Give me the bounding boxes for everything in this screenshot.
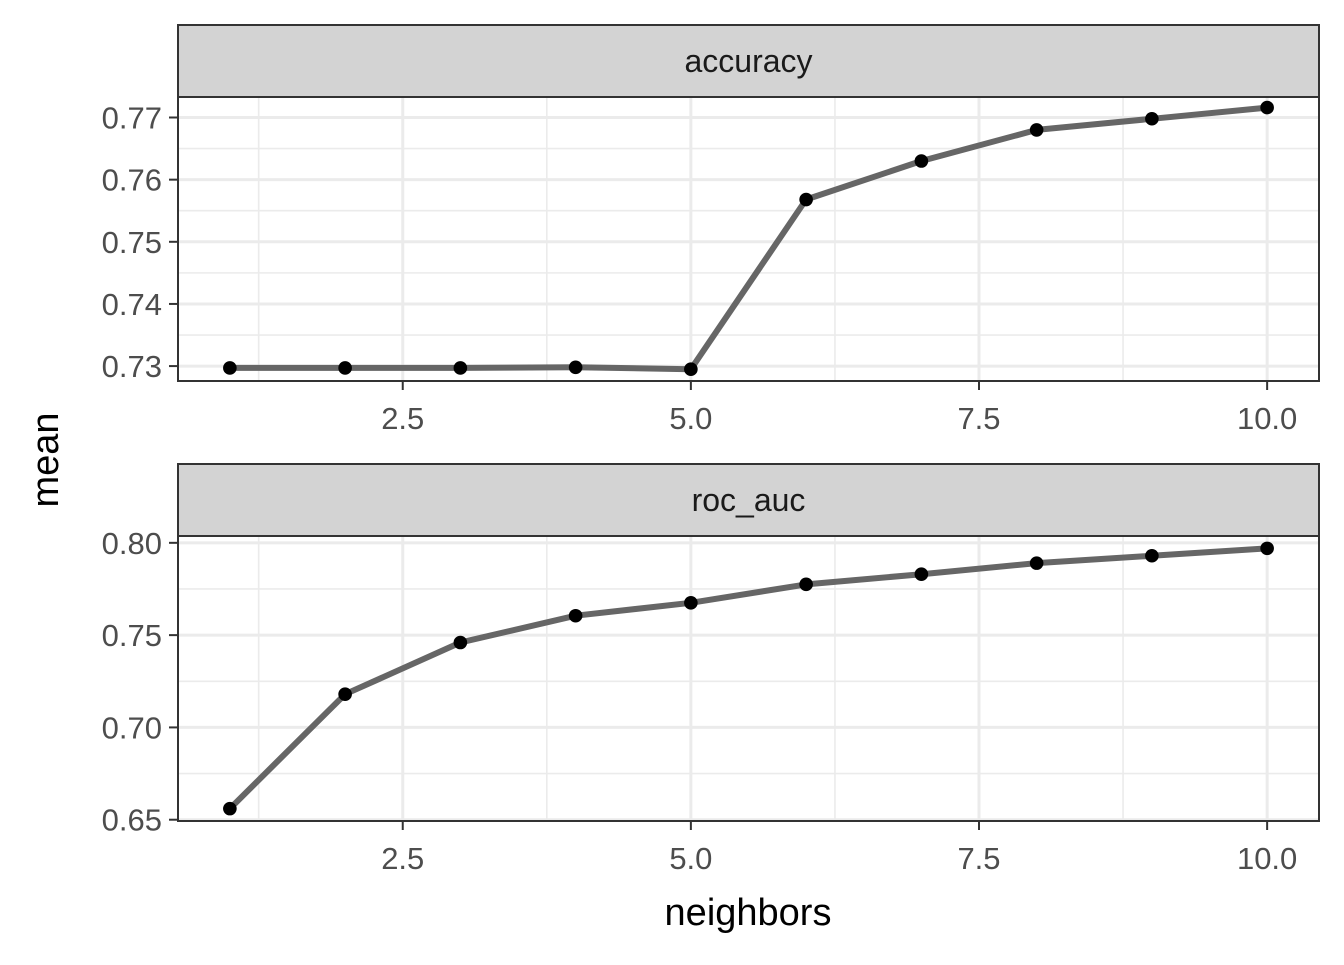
y-tick-label: 0.77: [102, 101, 162, 136]
data-point: [1260, 100, 1274, 115]
data-point: [1145, 548, 1159, 563]
x-tick-label: 5.0: [669, 841, 712, 876]
series-line-roc_auc: [227, 545, 1268, 811]
x-tick-label: 7.5: [957, 401, 1000, 436]
panel-background: [178, 97, 1319, 381]
y-tick-label: 0.75: [102, 225, 162, 260]
y-tick-label: 0.73: [102, 349, 162, 384]
data-point: [799, 577, 813, 592]
x-tick-label: 2.5: [381, 401, 424, 436]
facet-panel-accuracy: accuracy 0.73 0.74 0.75 0.76 0.77 2.5 5.0 7.5 10.…: [102, 24, 1320, 436]
x-axis-title: neighbors: [665, 892, 832, 934]
data-point: [453, 635, 468, 650]
facet-panel-roc_auc: roc_auc 0.65 0.70 0.75 0.80 2.5 5.0 7.5 10.0: [102, 463, 1320, 876]
data-point: [914, 567, 929, 582]
x-tick-label: 10.0: [1237, 841, 1297, 876]
x-tick-label: 10.0: [1237, 401, 1297, 436]
y-tick-label: 0.65: [102, 803, 162, 838]
facet-strip-label: accuracy: [684, 43, 812, 79]
data-point: [1029, 556, 1044, 570]
y-tick-label: 0.70: [102, 710, 162, 745]
data-point: [684, 596, 698, 610]
data-point: [684, 362, 698, 376]
y-tick-label: 0.76: [102, 163, 162, 198]
y-tick-label: 0.74: [102, 287, 162, 322]
data-point: [1029, 123, 1044, 137]
y-axis-title: mean: [25, 412, 67, 507]
data-point: [1145, 111, 1159, 126]
data-point: [799, 192, 813, 207]
series-line-accuracy: [229, 104, 1268, 373]
data-point: [568, 360, 583, 375]
data-point: [453, 361, 468, 375]
data-point: [914, 154, 929, 168]
x-tick-label: 5.0: [669, 401, 712, 436]
y-tick-label: 0.75: [102, 618, 162, 653]
facet-strip-label: roc_auc: [692, 482, 806, 518]
data-point: [223, 361, 237, 375]
x-tick-label: 2.5: [381, 841, 424, 876]
facet-strip: [177, 463, 1320, 537]
panel-background: [178, 536, 1319, 821]
x-tick-label: 7.5: [957, 841, 1000, 876]
facet-strip: [177, 24, 1320, 98]
data-point: [568, 608, 583, 623]
data-point: [223, 801, 237, 816]
data-point: [338, 687, 352, 701]
y-tick-label: 0.80: [102, 526, 162, 561]
data-point: [1260, 541, 1274, 556]
data-point: [338, 361, 352, 375]
